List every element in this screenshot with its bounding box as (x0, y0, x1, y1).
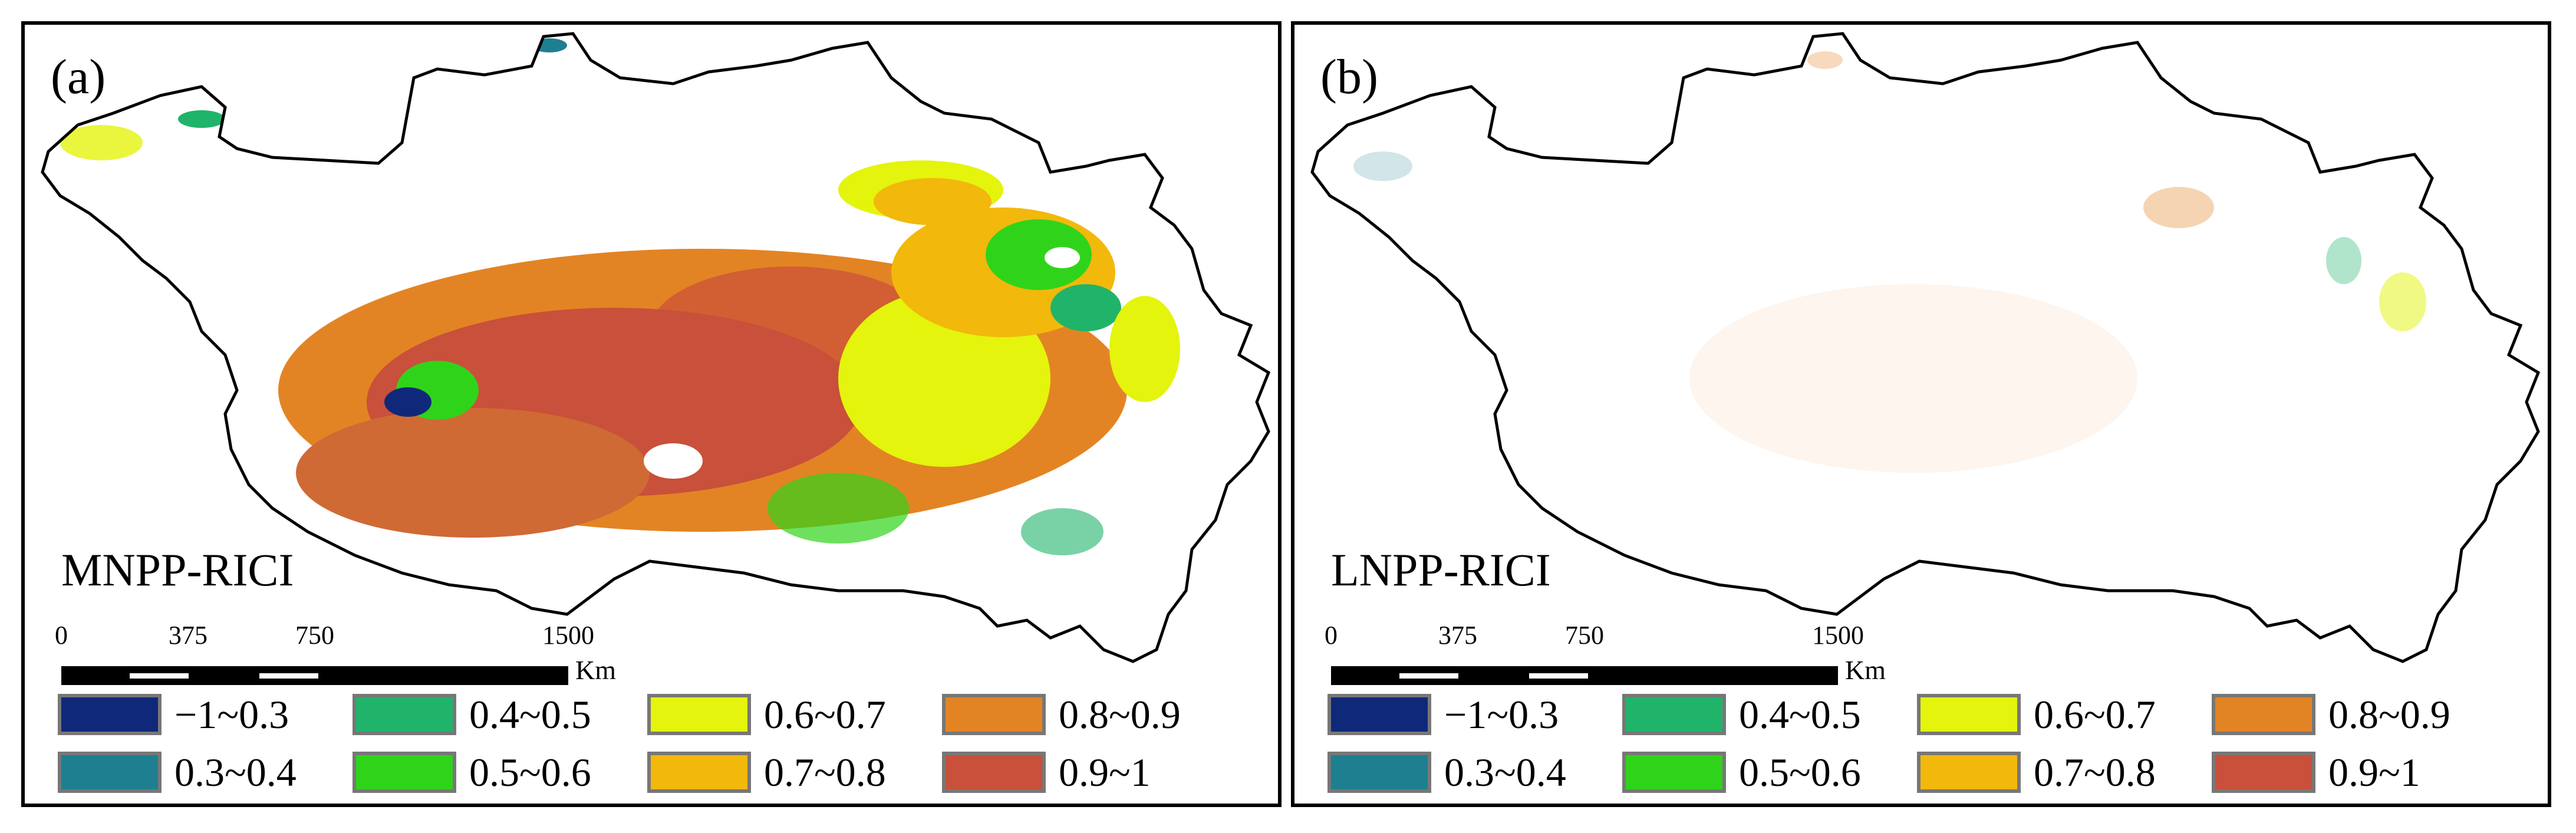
legend-label: 0.9~1 (2328, 749, 2420, 795)
scale-tick: 1500 (1812, 621, 1864, 650)
legend-label: 0.4~0.5 (469, 692, 591, 737)
scale-segment (1529, 673, 1588, 679)
scale-bar: 0 375 750 1500 Km (55, 620, 645, 703)
map-title: LNPP-RICI (1331, 544, 1551, 595)
legend-item: 0.7~0.8 (647, 749, 886, 796)
legend-item: 0.8~0.9 (942, 691, 1181, 738)
panel-label: (a) (51, 50, 106, 104)
legend-label: 0.5~0.6 (1739, 749, 1861, 795)
legend-label: 0.4~0.5 (1739, 692, 1861, 737)
scale-tick: 375 (169, 621, 207, 650)
legend-item: −1~0.3 (1327, 691, 1559, 738)
legend-label: −1~0.3 (1444, 692, 1559, 737)
scale-unit: Km (575, 655, 616, 685)
scale-bar: 0 375 750 1500 Km (1325, 620, 1915, 703)
legend-label: 0.6~0.7 (764, 692, 886, 737)
legend-item: 0.5~0.6 (1622, 749, 1861, 796)
map-title: MNPP-RICI (61, 544, 294, 595)
legend-item: 0.3~0.4 (1327, 749, 1566, 796)
legend-swatch (1327, 694, 1431, 735)
legend-swatch (1917, 694, 2021, 735)
legend-label: 0.7~0.8 (2034, 749, 2156, 795)
legend-item: 0.9~1 (2212, 749, 2420, 796)
legend-item: 0.3~0.4 (58, 749, 297, 796)
legend-swatch (58, 752, 162, 793)
legend-swatch (2212, 694, 2315, 735)
legend-label: 0.6~0.7 (2034, 692, 2156, 737)
legend-item: 0.9~1 (942, 749, 1151, 796)
scale-tick: 1500 (542, 621, 594, 650)
legend-swatch (942, 694, 1046, 735)
legend-item: −1~0.3 (58, 691, 289, 738)
scale-bar-graphic (1331, 666, 1838, 685)
legend-swatch (647, 752, 751, 793)
legend-swatch (647, 694, 751, 735)
legend-item: 0.6~0.7 (647, 691, 886, 738)
legend-swatch (58, 694, 162, 735)
scale-segment (1399, 673, 1458, 679)
legend-label: 0.9~1 (1059, 749, 1151, 795)
legend-swatch (353, 752, 456, 793)
legend-label: −1~0.3 (174, 692, 289, 737)
scale-tick: 750 (295, 621, 334, 650)
map-panel-b: (b) LNPP-RICI 0 375 750 1500 Km −1~0.3 0… (1291, 21, 2551, 807)
legend-label: 0.7~0.8 (764, 749, 886, 795)
legend-item: 0.4~0.5 (353, 691, 591, 738)
legend: −1~0.3 0.3~0.4 0.4~0.5 0.5~0.6 0.6~0.7 0… (58, 691, 1272, 804)
scale-segment (259, 673, 318, 679)
legend-swatch (1327, 752, 1431, 793)
legend-label: 0.3~0.4 (174, 749, 297, 795)
scale-bar-graphic (61, 666, 568, 685)
scale-segment (130, 673, 189, 679)
legend-label: 0.8~0.9 (2328, 692, 2450, 737)
map-panel-a: (a) MNPP-RICI 0 375 750 1500 Km −1~0.3 0… (21, 21, 1282, 807)
legend-item: 0.7~0.8 (1917, 749, 2156, 796)
legend-swatch (942, 752, 1046, 793)
legend-item: 0.8~0.9 (2212, 691, 2450, 738)
legend-label: 0.8~0.9 (1059, 692, 1181, 737)
legend-item: 0.6~0.7 (1917, 691, 2156, 738)
legend-item: 0.4~0.5 (1622, 691, 1861, 738)
legend-label: 0.5~0.6 (469, 749, 591, 795)
scale-unit: Km (1845, 655, 1886, 685)
scale-tick: 750 (1565, 621, 1604, 650)
legend-swatch (353, 694, 456, 735)
legend-swatch (2212, 752, 2315, 793)
legend-swatch (1622, 752, 1726, 793)
plateau-map-a (25, 25, 1278, 804)
panel-label: (b) (1320, 50, 1378, 104)
legend: −1~0.3 0.3~0.4 0.4~0.5 0.5~0.6 0.6~0.7 0… (1327, 691, 2542, 804)
legend-swatch (1917, 752, 2021, 793)
plateau-map-b (1294, 25, 2548, 804)
scale-tick: 0 (1325, 621, 1338, 650)
scale-tick: 0 (55, 621, 68, 650)
scale-tick: 375 (1438, 621, 1477, 650)
legend-item: 0.5~0.6 (353, 749, 591, 796)
legend-swatch (1622, 694, 1726, 735)
legend-label: 0.3~0.4 (1444, 749, 1566, 795)
